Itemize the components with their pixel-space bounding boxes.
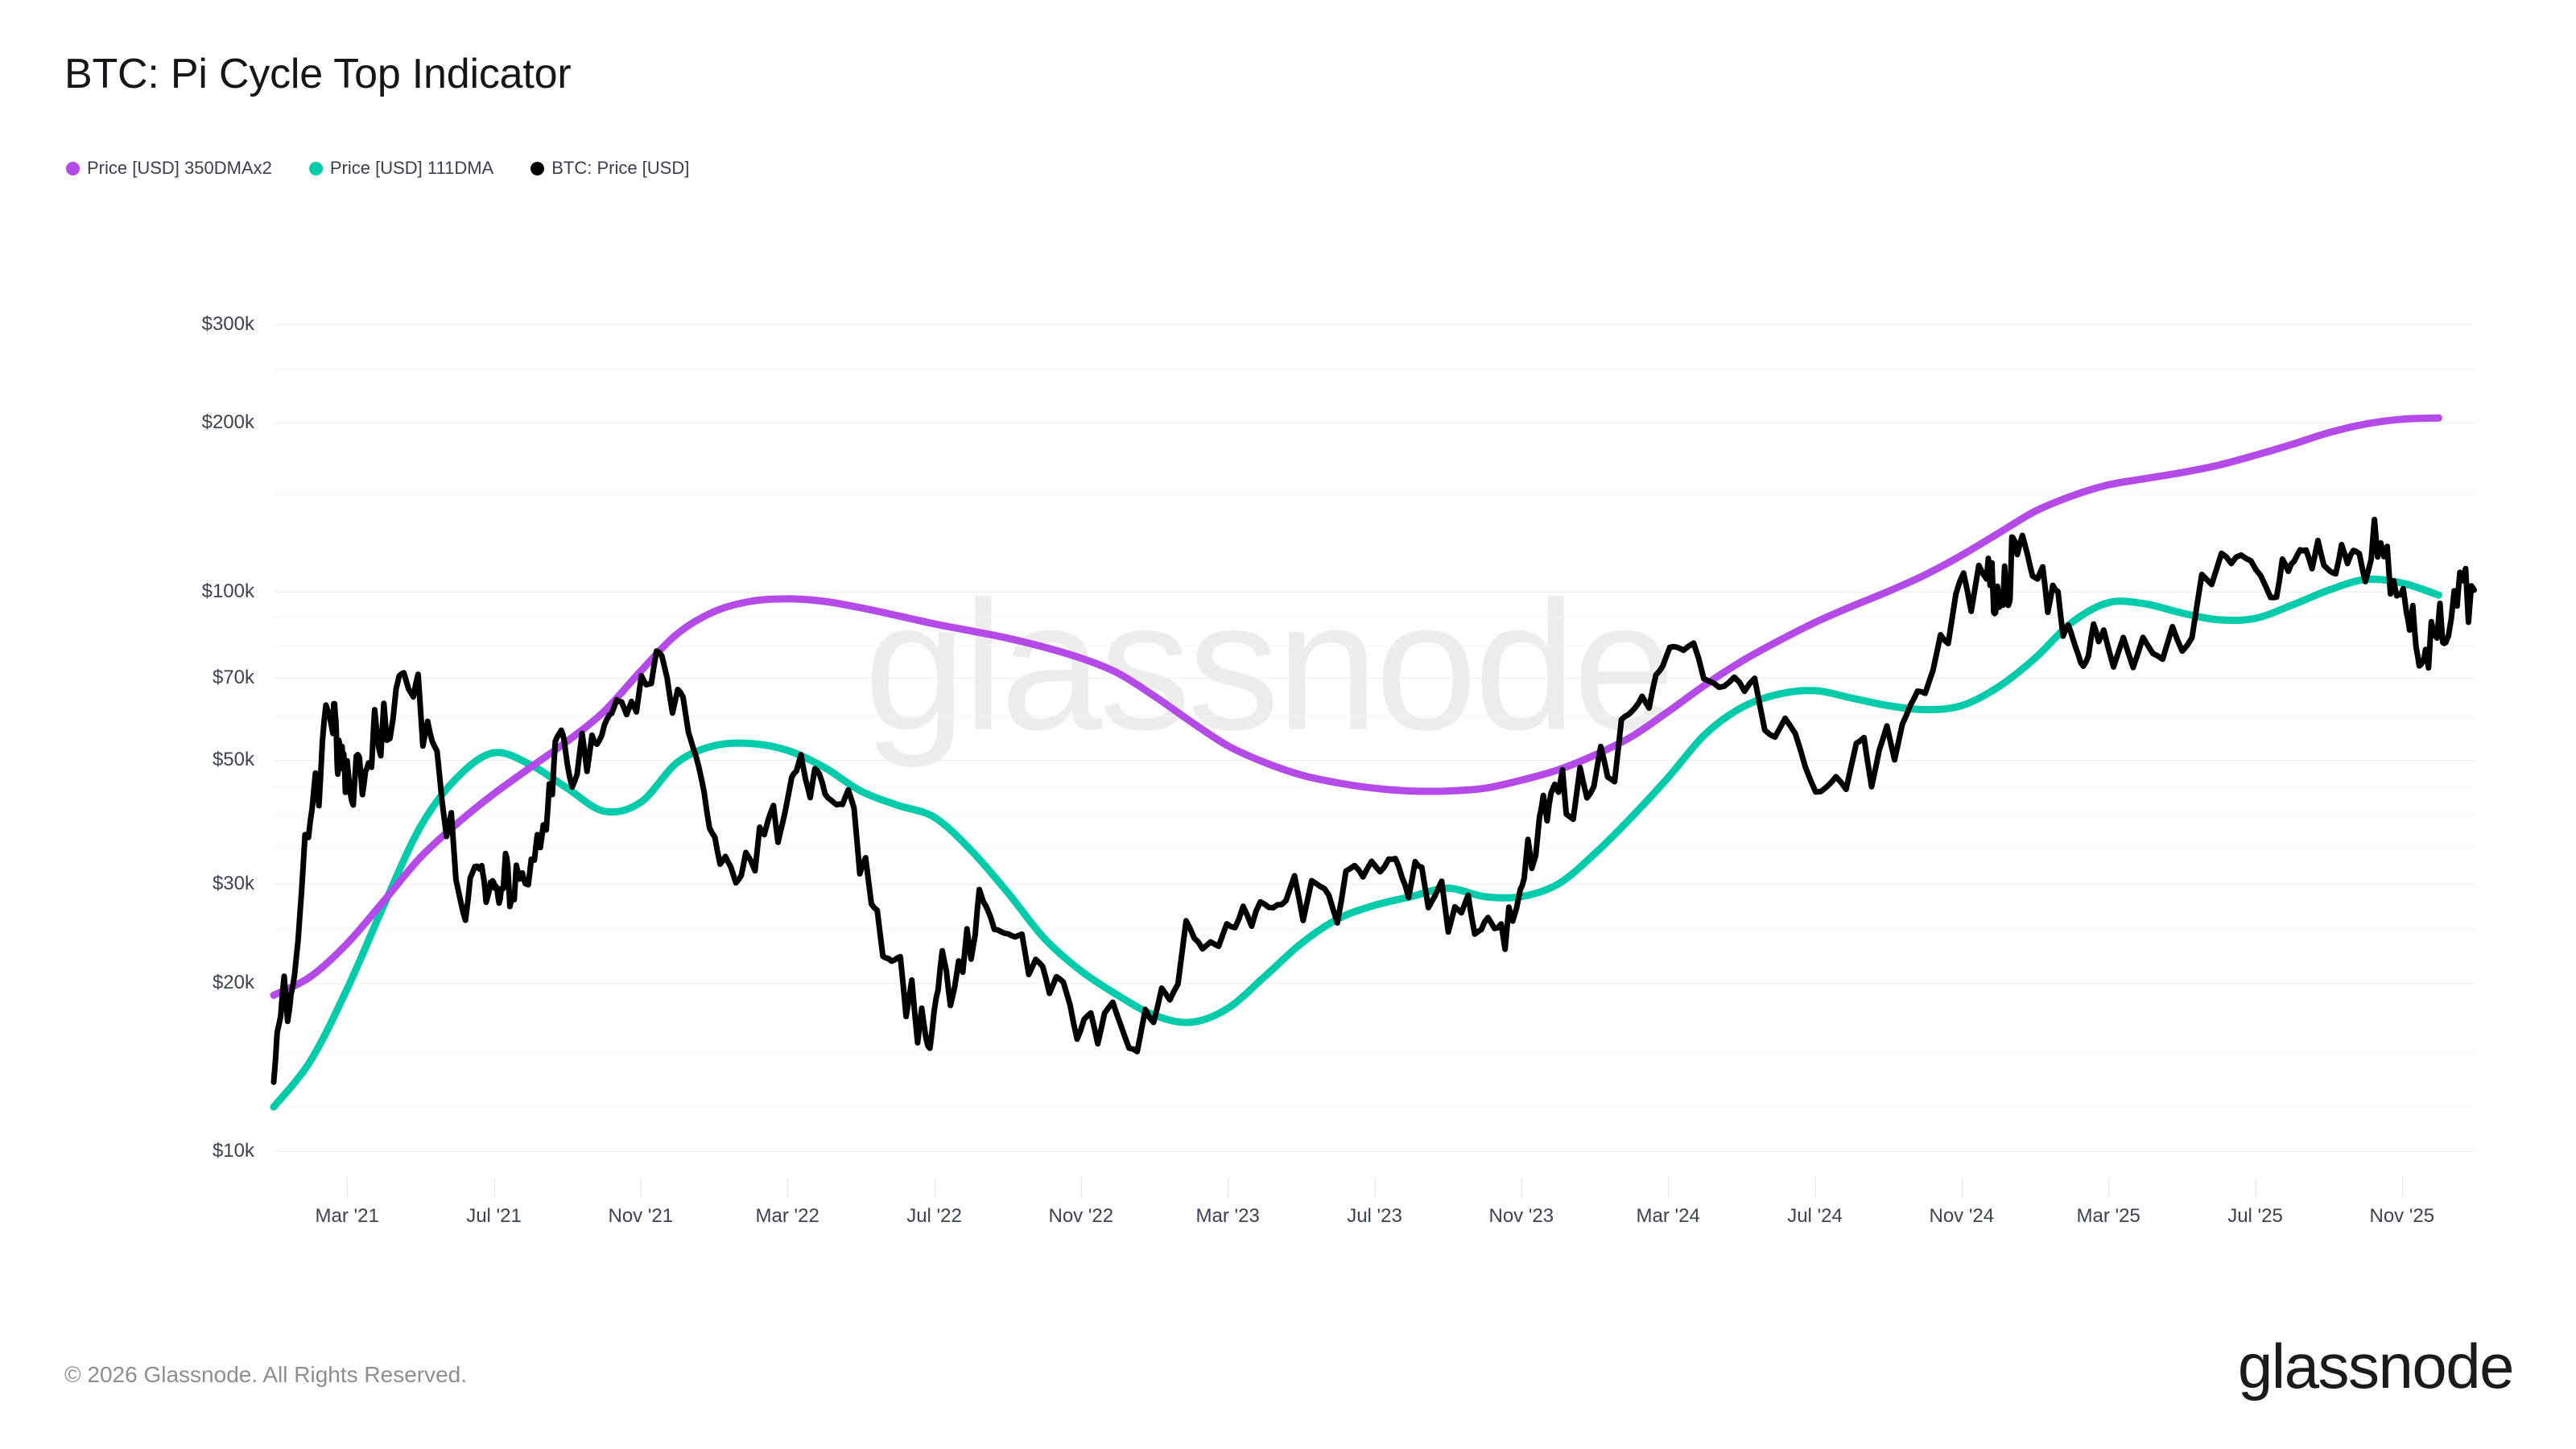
legend-item-btc-price[interactable]: BTC: Price [USD] bbox=[530, 158, 689, 179]
x-axis-tick-label: Jul '21 bbox=[466, 1205, 522, 1227]
gridline-minor bbox=[274, 617, 2475, 618]
gridline-minor bbox=[274, 814, 2475, 815]
x-axis-tick-label: Nov '21 bbox=[608, 1205, 674, 1227]
chart-legend: Price [USD] 350DMAx2 Price [USD] 111DMA … bbox=[66, 158, 689, 179]
x-axis-tick-label: Nov '23 bbox=[1488, 1205, 1554, 1227]
gridline-major bbox=[274, 1151, 2475, 1153]
legend-label-btc-price: BTC: Price [USD] bbox=[551, 158, 690, 178]
x-axis-tick-label: Mar '21 bbox=[315, 1205, 379, 1227]
plot-area bbox=[270, 294, 2477, 1177]
x-axis-tick-mark bbox=[493, 1177, 495, 1198]
x-axis-tick-mark bbox=[347, 1177, 349, 1198]
x-axis-tick-mark bbox=[2401, 1177, 2403, 1198]
legend-color-swatch-purple bbox=[66, 161, 80, 175]
line-btc-price bbox=[270, 516, 2477, 1085]
line-350dmax2 bbox=[270, 414, 2442, 999]
gridline-major bbox=[274, 884, 2475, 886]
x-axis-tick-label: Mar '24 bbox=[1636, 1205, 1700, 1227]
legend-item-350dmax2[interactable]: Price [USD] 350DMAx2 bbox=[66, 158, 272, 179]
x-axis-tick-label: Mar '23 bbox=[1195, 1205, 1260, 1227]
gridline-minor bbox=[274, 1107, 2475, 1108]
x-axis-tick-label: Jul '22 bbox=[906, 1205, 962, 1227]
series-lines bbox=[270, 414, 2477, 1111]
footer-copyright: © 2026 Glassnode. All Rights Reserved. bbox=[64, 1362, 468, 1387]
legend-item-111dma[interactable]: Price [USD] 111DMA bbox=[308, 158, 494, 179]
gridline-minor bbox=[274, 1052, 2475, 1054]
gridline-major bbox=[274, 982, 2475, 984]
x-axis-tick-label: Mar '22 bbox=[755, 1205, 819, 1227]
x-axis-tick-label: Jul '23 bbox=[1347, 1205, 1402, 1227]
legend-color-swatch-black bbox=[530, 161, 545, 175]
x-axis-tick-mark bbox=[787, 1177, 789, 1198]
gridline-major bbox=[274, 760, 2475, 761]
x-axis-tick-label: Mar '25 bbox=[2076, 1205, 2140, 1227]
x-axis-tick-mark bbox=[1080, 1177, 1082, 1198]
gridline-minor bbox=[274, 928, 2475, 930]
gridline-major bbox=[274, 324, 2475, 325]
x-axis-tick-mark bbox=[1668, 1177, 1670, 1198]
gridline-minor bbox=[274, 846, 2475, 848]
x-axis-tick-mark bbox=[1961, 1177, 1963, 1198]
x-axis-tick-label: Jul '24 bbox=[1787, 1205, 1843, 1227]
page-title: BTC: Pi Cycle Top Indicator bbox=[64, 51, 572, 97]
x-axis-tick-label: Nov '25 bbox=[2369, 1205, 2435, 1227]
x-axis-tick-mark bbox=[640, 1177, 642, 1198]
footer-logo: glassnode bbox=[2237, 1331, 2515, 1402]
gridline-major bbox=[274, 678, 2475, 679]
x-axis-tick-mark bbox=[1814, 1177, 1816, 1198]
x-axis-tick-mark bbox=[1521, 1177, 1522, 1198]
x-axis-tick-label: Jul '25 bbox=[2227, 1205, 2283, 1227]
x-axis-tick-mark bbox=[1374, 1177, 1376, 1198]
legend-label-350dmax2: Price [USD] 350DMAx2 bbox=[87, 158, 272, 178]
legend-color-swatch-teal bbox=[308, 161, 323, 175]
legend-label-111dma: Price [USD] 111DMA bbox=[329, 158, 494, 178]
x-axis-tick-mark bbox=[2108, 1177, 2110, 1198]
x-axis-tick-label: Nov '22 bbox=[1048, 1205, 1114, 1227]
x-axis-tick-label: Nov '24 bbox=[1929, 1205, 1995, 1227]
